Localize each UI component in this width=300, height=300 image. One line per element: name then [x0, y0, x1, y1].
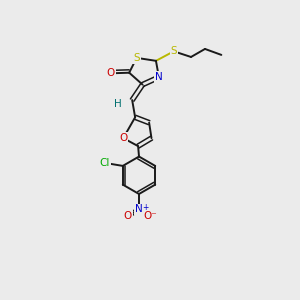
Text: Cl: Cl — [100, 158, 110, 168]
Text: N: N — [135, 204, 143, 214]
Text: O: O — [106, 68, 115, 78]
Text: O: O — [119, 133, 128, 143]
Text: O: O — [124, 211, 132, 221]
Text: N: N — [155, 72, 163, 82]
Text: S: S — [133, 53, 140, 63]
Text: S: S — [170, 46, 177, 56]
Text: +: + — [142, 202, 148, 211]
Text: O⁻: O⁻ — [143, 211, 157, 221]
Text: H: H — [114, 99, 122, 109]
